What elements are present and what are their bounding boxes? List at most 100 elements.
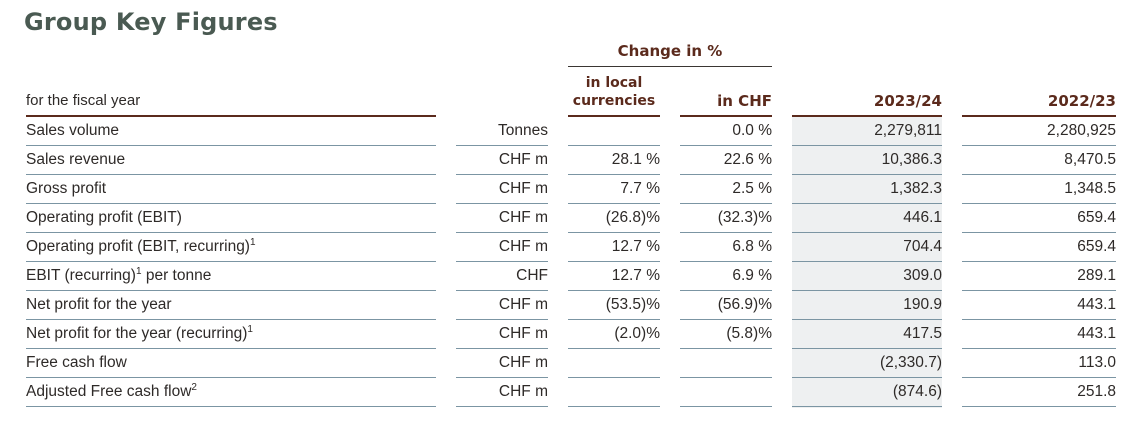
- row-value-2022-23: 2,280,925: [1047, 122, 1116, 139]
- row-value-2023-24: 704.4: [903, 238, 942, 255]
- row-divider: [26, 290, 436, 291]
- current-year-column-shading: [792, 117, 942, 408]
- row-divider: [26, 348, 436, 349]
- row-unit: CHF m: [498, 180, 548, 197]
- row-divider: [792, 348, 942, 349]
- row-divider: [26, 203, 436, 204]
- local-currency-header-line2: currencies: [572, 93, 656, 109]
- footnote-marker: 2: [191, 381, 197, 393]
- row-divider: [680, 232, 772, 233]
- row-divider: [962, 319, 1116, 320]
- row-value-2022-23: 659.4: [1077, 209, 1116, 226]
- row-label: Free cash flow: [26, 349, 436, 378]
- row-divider: [456, 290, 548, 291]
- row-divider: [680, 174, 772, 175]
- row-divider: [26, 174, 436, 175]
- row-divider: [568, 145, 660, 146]
- row-value-2022-23: 443.1: [1077, 325, 1116, 342]
- row-divider: [962, 145, 1116, 146]
- row-change-local: [568, 349, 660, 378]
- row-value-2023-24: 446.1: [903, 209, 942, 226]
- row-unit: CHF m: [498, 238, 548, 255]
- row-divider: [680, 203, 772, 204]
- table-row: Gross profit CHF m 7.7 % 2.5 % 1,382.3 1,348.…: [0, 175, 1140, 204]
- row-divider: [680, 319, 772, 320]
- row-value-2023-24: 2,279,811: [874, 122, 942, 139]
- row-divider: [680, 377, 772, 378]
- row-divider: [792, 203, 942, 204]
- row-value-2023-24: (2,330.7): [879, 354, 942, 371]
- change-percent-group-header: Change in %: [617, 42, 723, 60]
- local-currency-header-line1: in local: [585, 75, 643, 91]
- row-divider: [568, 174, 660, 175]
- row-divider: [26, 377, 436, 378]
- row-divider: [792, 406, 942, 407]
- row-divider: [680, 290, 772, 291]
- row-unit: CHF m: [498, 325, 548, 342]
- row-label-text: Net profit for the year: [26, 296, 172, 313]
- table-row: Sales revenue CHF m 28.1 % 22.6 % 10,386.3 8,…: [0, 146, 1140, 175]
- local-currency-column-header: in local currencies: [568, 74, 660, 110]
- row-divider: [568, 319, 660, 320]
- row-change-chf: 22.6 %: [723, 151, 772, 168]
- row-label-text: Gross profit: [26, 180, 107, 197]
- row-divider: [568, 290, 660, 291]
- row-label: Operating profit (EBIT, recurring)1: [26, 233, 436, 262]
- row-divider: [26, 319, 436, 320]
- row-label-text: EBIT (recurring): [26, 267, 136, 284]
- row-divider: [456, 203, 548, 204]
- header-rule-local: [568, 115, 660, 117]
- row-change-chf: [680, 378, 772, 407]
- row-divider: [456, 145, 548, 146]
- row-label: Net profit for the year (recurring)1: [26, 320, 436, 349]
- row-change-local: [568, 117, 660, 146]
- row-change-chf: 0.0 %: [732, 122, 772, 139]
- row-divider: [792, 290, 942, 291]
- row-value-2023-24: 417.5: [903, 325, 942, 342]
- header-rule-year2: [962, 115, 1116, 117]
- group-header-divider: [568, 66, 772, 67]
- row-divider: [456, 377, 548, 378]
- footnote-marker: 1: [247, 323, 253, 335]
- row-divider: [456, 174, 548, 175]
- row-divider: [26, 406, 436, 407]
- footnote-marker: 1: [249, 236, 256, 248]
- table-row: Net profit for the year (recurring)1 CHF …: [0, 320, 1140, 349]
- header-rule-label: [26, 115, 436, 117]
- row-label: Sales volume: [26, 117, 436, 146]
- row-divider: [456, 232, 548, 233]
- row-divider: [680, 261, 772, 262]
- row-divider: [26, 232, 436, 233]
- row-change-chf: (32.3)%: [717, 209, 772, 226]
- row-divider: [792, 145, 942, 146]
- row-unit: CHF m: [498, 151, 548, 168]
- row-divider: [792, 319, 942, 320]
- row-label: Operating profit (EBIT): [26, 204, 436, 233]
- row-change-local: (2.0)%: [614, 325, 660, 342]
- row-label-text: Free cash flow: [26, 354, 127, 371]
- row-unit: CHF m: [498, 383, 548, 400]
- row-divider: [568, 203, 660, 204]
- row-divider: [456, 406, 548, 407]
- row-divider: [792, 377, 942, 378]
- header-rule-year1: [792, 115, 942, 117]
- row-value-2022-23: 8,470.5: [1064, 151, 1116, 168]
- row-value-2023-24: 10,386.3: [881, 151, 942, 168]
- table-row: EBIT (recurring)1 per tonne CHF 12.7 % 6.9 …: [0, 262, 1140, 291]
- row-unit: CHF m: [498, 209, 548, 226]
- row-divider: [962, 406, 1116, 407]
- row-change-local: [568, 378, 660, 407]
- row-divider: [568, 261, 660, 262]
- row-value-2023-24: 1,382.3: [890, 180, 942, 197]
- label-column-header: for the fiscal year: [26, 92, 141, 109]
- table-row: Net profit for the year CHF m (53.5)% (56.9…: [0, 291, 1140, 320]
- row-divider: [792, 232, 942, 233]
- row-divider: [962, 203, 1116, 204]
- row-divider: [568, 377, 660, 378]
- row-label-text: Sales volume: [26, 122, 120, 139]
- table-row: Operating profit (EBIT, recurring)1 CHF m…: [0, 233, 1140, 262]
- row-label-text: Net profit for the year (recurring): [26, 325, 248, 342]
- table-row: Sales volume Tonnes 0.0 % 2,279,811 2,280,92…: [0, 117, 1140, 146]
- row-divider: [456, 319, 548, 320]
- row-divider: [568, 232, 660, 233]
